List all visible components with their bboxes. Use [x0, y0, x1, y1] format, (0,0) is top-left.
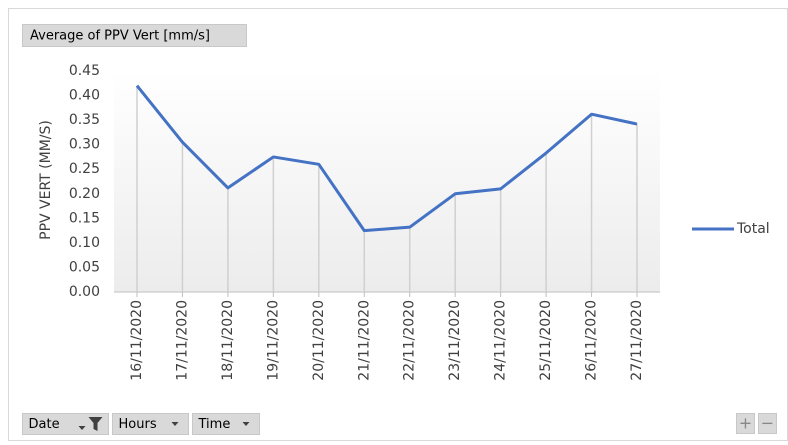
y-tick-label: 0.05: [69, 259, 100, 275]
value-field-button[interactable]: [22, 24, 247, 47]
series-line: [135, 84, 638, 233]
collapse-button[interactable]: [758, 413, 777, 434]
x-tick-label: 24/11/2020: [493, 300, 509, 381]
y-tick-label: 0.35: [69, 112, 100, 128]
filter-buttons: Date Hours Time: [22, 413, 260, 435]
x-tick-label: 18/11/2020: [220, 300, 236, 381]
y-tick-label: 0.45: [69, 63, 100, 79]
y-axis-title: PPV VERT (MM/S): [38, 120, 54, 240]
x-tick-label: 27/11/2020: [629, 300, 645, 381]
expand-icon[interactable]: +: [739, 414, 752, 433]
x-tick-label: 17/11/2020: [174, 300, 190, 381]
y-tick-label: 0.25: [69, 161, 100, 177]
value-field-label: Average of PPV Vert [mm/s]: [30, 29, 210, 44]
filter-button[interactable]: [112, 413, 189, 435]
x-tick-label: 26/11/2020: [584, 300, 600, 381]
filter-button[interactable]: [22, 413, 109, 435]
x-tick-label: 22/11/2020: [402, 300, 418, 381]
x-tick-label: 20/11/2020: [311, 300, 327, 381]
y-tick-label: 0.40: [69, 88, 100, 104]
plot-area: [114, 71, 660, 292]
x-tick-label: 19/11/2020: [265, 300, 281, 381]
y-tick-label: 0.15: [69, 210, 100, 226]
y-tick-label: 0.20: [69, 186, 100, 202]
x-tick-label: 23/11/2020: [447, 300, 463, 381]
filter-label: Date: [29, 417, 60, 432]
dropdown-arrow: [242, 422, 250, 426]
collapse-icon[interactable]: −: [761, 414, 774, 433]
y-tick-label: 0.00: [69, 284, 100, 300]
dropdown-arrow: [171, 422, 179, 426]
dropdown-arrow: [78, 426, 86, 430]
filter-label: Hours: [119, 417, 157, 432]
filter-label: Time: [198, 417, 231, 432]
expand-button[interactable]: [736, 413, 755, 434]
x-tick-label: 21/11/2020: [356, 300, 372, 381]
y-tick-label: 0.30: [69, 137, 100, 153]
x-tick-label: 16/11/2020: [129, 300, 145, 381]
x-tick-label: 25/11/2020: [538, 300, 554, 381]
filter-button[interactable]: [192, 413, 260, 435]
y-tick-label: 0.10: [69, 235, 100, 251]
filter-icon: [88, 417, 103, 431]
legend-label: Total: [736, 221, 770, 237]
